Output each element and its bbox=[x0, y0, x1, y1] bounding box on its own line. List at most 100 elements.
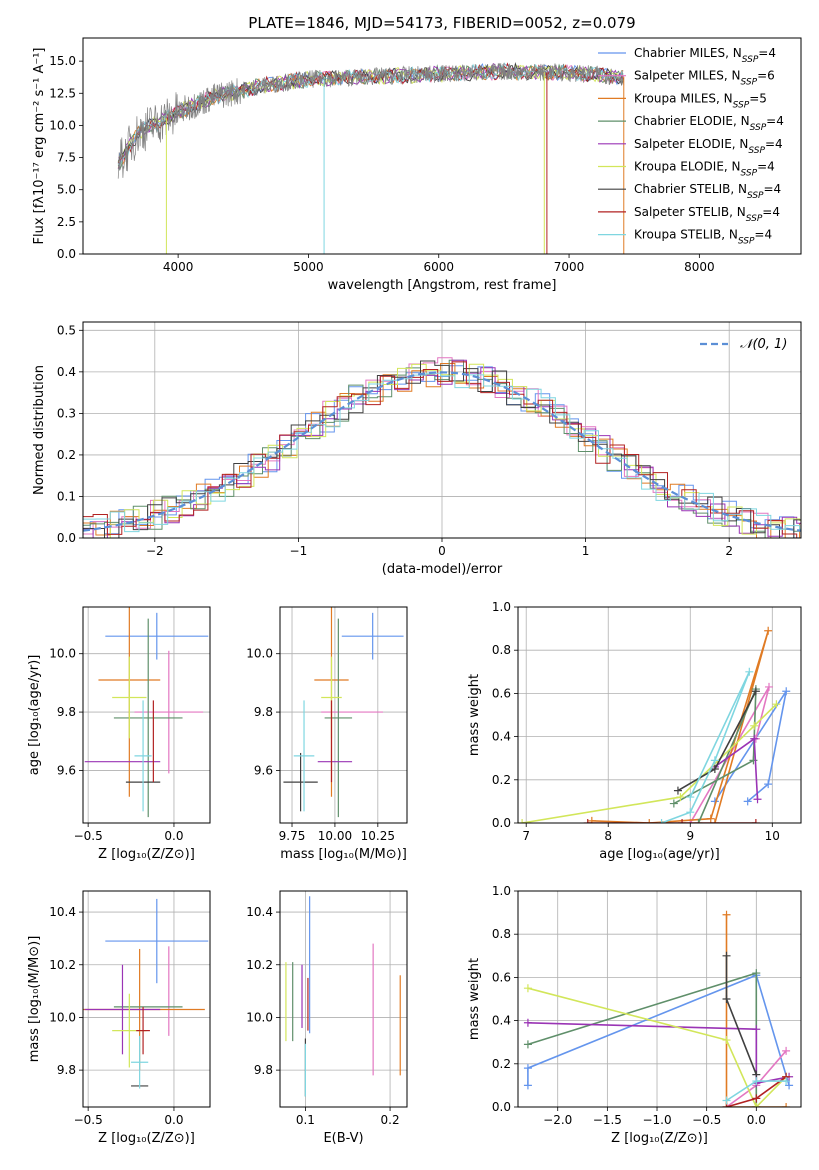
weight_vs_age-marker bbox=[583, 819, 592, 823]
weight_vs_age-marker bbox=[694, 819, 703, 823]
weight_vs_age-ytick-label: 0.6 bbox=[492, 686, 511, 700]
residuals-histogram bbox=[83, 361, 801, 538]
residuals-xtick-label: −2 bbox=[146, 544, 164, 558]
weight_vs_Z-marker bbox=[782, 1077, 791, 1086]
residuals-ytick-label: 0.1 bbox=[57, 489, 76, 503]
spectrum-ytick-label: 2.5 bbox=[57, 215, 76, 229]
age_vs_mass-axes: 9.75 10.00 10.25 9.6 9.8 10.0 mass [log₁₀(M/M⊙… bbox=[246, 607, 407, 862]
mass_vs_Z-ytick-label: 10.2 bbox=[49, 958, 76, 972]
weight_vs_age-marker bbox=[587, 816, 596, 823]
age_vs_Z-ytick-label: 9.6 bbox=[57, 763, 76, 777]
age_vs_mass-errorbar bbox=[283, 752, 318, 812]
weight_vs_Z-marker bbox=[523, 1040, 532, 1049]
weight_vs_age-xlabel: age [log₁₀(age/yr)] bbox=[599, 847, 720, 862]
residuals-ytick-label: 0.2 bbox=[57, 448, 76, 462]
legend-entry: 𝒩(0, 1) bbox=[740, 337, 787, 352]
weight_vs_age-marker bbox=[669, 799, 678, 808]
weight_vs_Z-marker bbox=[752, 1094, 761, 1103]
weight_vs_age-ylabel: mass weight bbox=[467, 674, 482, 756]
age_vs_mass-xtick-label: 10.25 bbox=[361, 829, 395, 843]
age_vs_mass-xtick-label: 9.75 bbox=[279, 829, 306, 843]
weight_vs_age-marker bbox=[678, 819, 687, 823]
residuals-histogram bbox=[83, 372, 801, 533]
mass_vs_EBV-ytick-label: 10.4 bbox=[246, 905, 273, 919]
weight_vs_Z-marker bbox=[752, 1025, 761, 1034]
mass_vs_Z-points bbox=[83, 898, 209, 1089]
residuals-xlabel: (data-model)/error bbox=[382, 562, 503, 577]
spectrum-axes: 4000 5000 6000 7000 8000 0.0 2.5 5.0 7.5 10.0 12.5… bbox=[32, 48, 715, 294]
weight_vs_age-xtick-label: 9 bbox=[686, 829, 694, 843]
weight_vs_Z-marker bbox=[523, 1081, 532, 1090]
mass_vs_Z-errorbar bbox=[131, 1035, 149, 1089]
weight_vs_age-marker bbox=[772, 700, 781, 709]
weight_vs_Z-marker bbox=[722, 951, 731, 960]
weight_vs_Z-ytick-label: 1.0 bbox=[492, 884, 511, 898]
weight_vs_age-xtick-label: 8 bbox=[604, 829, 612, 843]
spectrum-xtick-label: 5000 bbox=[293, 260, 324, 274]
residuals-xtick-label: 2 bbox=[725, 544, 733, 558]
weight_vs_Z-marker bbox=[785, 1081, 794, 1090]
weight_vs_Z-ylabel: mass weight bbox=[467, 958, 482, 1040]
age_vs_Z-xtick-label: 0.0 bbox=[164, 829, 183, 843]
weight_vs_age-marker bbox=[710, 756, 719, 765]
weight_vs_Z-marker bbox=[782, 1103, 791, 1107]
weight_vs_Z-ytick-label: 0.2 bbox=[492, 1057, 511, 1071]
figure-title: PLATE=1846, MJD=54173, FIBERID=0052, z=0… bbox=[248, 14, 635, 32]
weight_vs_Z-series-line bbox=[527, 974, 790, 1086]
age_vs_mass-frame bbox=[279, 606, 408, 824]
weight_vs_age-marker bbox=[750, 721, 759, 730]
age_vs_Z-ytick-label: 10.0 bbox=[49, 647, 76, 661]
weight_vs_age-ytick-label: 0.8 bbox=[492, 643, 511, 657]
weight_vs_Z-xtick-label: 0.0 bbox=[747, 1113, 766, 1127]
weight_vs_age-marker bbox=[751, 819, 760, 823]
residuals-histograms bbox=[83, 357, 801, 538]
weight_vs_age-marker bbox=[673, 786, 682, 795]
age_vs_Z-xlabel: Z [log₁₀(Z/Z⊙)] bbox=[98, 847, 195, 862]
weight_vs_Z-ytick-label: 0.6 bbox=[492, 970, 511, 984]
weight_vs_Z-series-line bbox=[527, 987, 787, 1107]
mass_vs_EBV-points bbox=[285, 896, 401, 1097]
age_vs_Z-errorbar bbox=[112, 656, 147, 739]
residuals-histogram bbox=[83, 357, 801, 538]
weight_vs_age-marker bbox=[710, 819, 719, 823]
mass_vs_Z-errorbar bbox=[105, 898, 209, 984]
mass_vs_Z-axes: −0.5 0.0 9.8 10.0 10.2 10.4 Z [log₁₀(Z/Z⊙)] mas… bbox=[27, 891, 210, 1146]
weight_vs_age-xtick-label: 10 bbox=[765, 829, 780, 843]
mass_vs_Z-frame bbox=[82, 890, 211, 1108]
weight_vs_Z-ytick-label: 0.4 bbox=[492, 1014, 511, 1028]
mass_vs_Z-ytick-label: 9.8 bbox=[57, 1063, 76, 1077]
mass_vs_EBV-xtick-label: 0.1 bbox=[296, 1113, 315, 1127]
weight_vs_Z-marker bbox=[752, 1077, 761, 1086]
weight_vs_age-marker bbox=[782, 687, 791, 696]
spectrum-xtick-label: 4000 bbox=[163, 260, 194, 274]
weight_vs_Z-xtick-label: −0.5 bbox=[692, 1113, 721, 1127]
residuals-histogram bbox=[83, 359, 801, 538]
residuals-ytick-label: 0.5 bbox=[57, 323, 76, 337]
weight_vs_age-marker bbox=[743, 797, 752, 806]
residuals-frame bbox=[82, 321, 802, 539]
age_vs_Z-frame bbox=[82, 606, 211, 824]
residuals-ytick-label: 0.0 bbox=[57, 531, 76, 545]
age_vs_mass-errorbar bbox=[293, 700, 315, 812]
weight_vs_age-marker bbox=[765, 682, 774, 691]
mass_vs_Z-xlabel: Z [log₁₀(Z/Z⊙)] bbox=[98, 1131, 195, 1146]
weight_vs_age-ytick-label: 0.0 bbox=[492, 816, 511, 830]
weight_vs_Z-marker bbox=[782, 1046, 791, 1055]
weight_vs_Z-frame bbox=[517, 890, 802, 1108]
age_vs_mass-errorbar bbox=[324, 618, 353, 818]
age_vs_mass-xlabel: mass [log₁₀(M/M⊙)] bbox=[280, 847, 407, 862]
spectrum-model-line bbox=[117, 64, 624, 163]
mass_vs_EBV-frame bbox=[279, 890, 408, 1108]
mass_vs_EBV-ytick-label: 10.2 bbox=[246, 958, 273, 972]
weight_vs_Z-marker bbox=[523, 984, 532, 993]
residuals-xtick-label: 1 bbox=[582, 544, 590, 558]
weight_vs_age-ytick-label: 0.4 bbox=[492, 730, 511, 744]
weight_vs_Z-xtick-label: −1.5 bbox=[593, 1113, 622, 1127]
residuals-xtick-label: 0 bbox=[438, 544, 446, 558]
weight_vs_age-axes: 7 8 9 10 0.0 0.2 0.4 0.6 0.8 1.0 age [log₁₀(age/yr… bbox=[467, 600, 801, 862]
weight_vs_Z-ytick-label: 0.8 bbox=[492, 927, 511, 941]
age_vs_mass-ytick-label: 9.6 bbox=[254, 763, 273, 777]
weight_vs_age-series-line bbox=[521, 703, 777, 823]
age_vs_Z-points bbox=[84, 607, 209, 818]
